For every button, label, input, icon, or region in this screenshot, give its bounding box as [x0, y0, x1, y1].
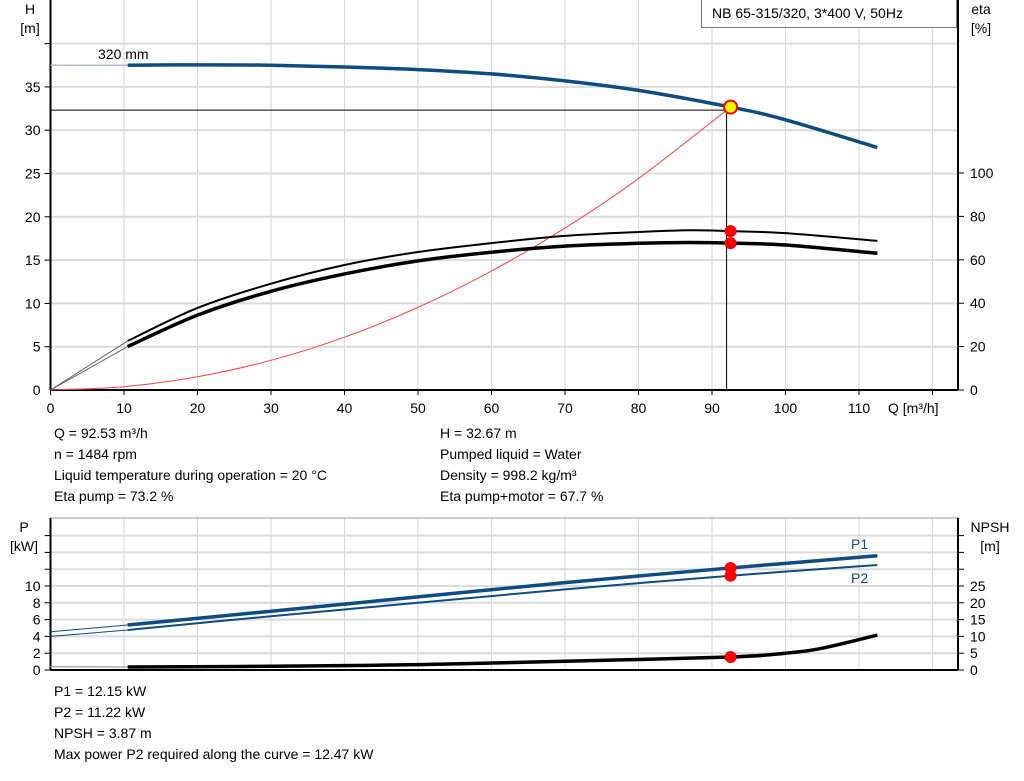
p-tick-label: 0	[33, 662, 41, 678]
info-max-power: Max power P2 required along the curve = …	[54, 746, 374, 762]
npsh-tick-label: 10	[970, 628, 986, 644]
npsh-curve	[127, 633, 878, 669]
y-tick-label-right: 20	[970, 339, 986, 355]
npsh-axis-label: [m]	[980, 538, 999, 554]
info-right: H = 32.67 m Pumped liquid = Water Densit…	[440, 423, 603, 507]
y-tick-label-left: 15	[25, 252, 41, 268]
x-tick-label: 100	[774, 400, 798, 416]
p1-curve	[127, 554, 878, 627]
y-tick-label-left: 5	[33, 339, 41, 355]
info-speed: n = 1484 rpm	[54, 446, 137, 462]
y-tick-label-left: 25	[25, 166, 41, 182]
eta-pump-extension	[50, 340, 128, 391]
info-left: Q = 92.53 m³/h n = 1484 rpm Liquid tempe…	[54, 423, 327, 507]
eta-pump-marker	[724, 225, 737, 238]
x-tick-label: 60	[484, 400, 500, 416]
eta-total-curve	[126, 240, 878, 349]
p2-label: P2	[851, 570, 868, 586]
p-axis-label: [kW]	[10, 538, 38, 554]
system-curve	[50, 106, 731, 391]
y-tick-label-right: 40	[970, 295, 986, 311]
y-tick-label-left: 35	[25, 79, 41, 95]
y-axis-label-left: [m]	[20, 20, 39, 36]
info-p2: P2 = 11.22 kW	[54, 704, 146, 720]
info-eta-total: Eta pump+motor = 67.7 %	[440, 488, 604, 504]
p-tick-label: 8	[33, 595, 41, 611]
y-tick-label-left: 0	[33, 382, 41, 398]
y-tick-label-right: 100	[970, 165, 994, 181]
y-axis-label-right: eta	[971, 1, 991, 17]
y-tick-label-left: 30	[25, 122, 41, 138]
info-temperature: Liquid temperature during operation = 20…	[54, 467, 327, 483]
x-tick-label: 80	[631, 400, 647, 416]
p-tick-label: 10	[25, 578, 41, 594]
x-tick-label: 90	[704, 400, 720, 416]
npsh-tick-label: 15	[970, 612, 986, 628]
p2-marker	[724, 569, 737, 582]
x-tick-label: 110	[848, 400, 871, 416]
x-axis-label: Q [m³/h]	[888, 400, 939, 416]
info-npsh: NPSH = 3.87 m	[54, 725, 152, 741]
x-tick-label: 20	[190, 400, 206, 416]
y-tick-label-right: 80	[970, 208, 986, 224]
eta-total-extension	[50, 346, 128, 391]
npsh-axis-label: NPSH	[971, 519, 1010, 535]
x-tick-label: 40	[337, 400, 353, 416]
p2-extension	[50, 629, 128, 637]
y-axis-label-right: [%]	[971, 20, 991, 36]
info-head: H = 32.67 m	[440, 425, 517, 441]
npsh-tick-label: 0	[970, 662, 978, 678]
x-tick-label: 10	[116, 400, 132, 416]
p2-curve	[127, 564, 878, 632]
y-tick-label-right: 0	[970, 382, 978, 398]
eta-total-marker	[724, 237, 737, 250]
y-tick-label-left: 10	[25, 295, 41, 311]
y-tick-label-left: 20	[25, 209, 41, 225]
head-curve	[127, 63, 878, 150]
npsh-tick-label: 25	[970, 578, 986, 594]
x-tick-label: 70	[557, 400, 573, 416]
info-density: Density = 998.2 kg/m³	[440, 467, 577, 483]
p1-extension	[50, 624, 128, 633]
eta-pump-curve	[127, 229, 878, 342]
npsh-tick-label: 5	[970, 645, 978, 661]
info-eta-pump: Eta pump = 73.2 %	[54, 488, 174, 504]
p-tick-label: 6	[33, 612, 41, 628]
impeller-label: 320 mm	[98, 46, 149, 62]
x-tick-label: 0	[47, 400, 55, 416]
npsh-tick-label: 20	[970, 595, 986, 611]
x-tick-label: 30	[263, 400, 279, 416]
chart-legend: NB 65-315/320, 3*400 V, 50Hz	[701, 0, 957, 28]
duty-point-marker	[723, 99, 739, 115]
p-tick-label: 4	[33, 628, 41, 644]
info-liquid: Pumped liquid = Water	[440, 446, 582, 462]
p-axis-label: P	[19, 519, 28, 535]
x-tick-label: 50	[410, 400, 426, 416]
p-tick-label: 2	[33, 645, 41, 661]
p1-label: P1	[851, 536, 868, 552]
npsh-marker	[724, 650, 737, 663]
info-p1: P1 = 12.15 kW	[54, 683, 147, 699]
info-bottom: P1 = 12.15 kW P2 = 11.22 kW NPSH = 3.87 …	[54, 681, 373, 765]
y-axis-label-left: H	[25, 1, 35, 17]
info-flow: Q = 92.53 m³/h	[54, 425, 148, 441]
y-tick-label-right: 60	[970, 252, 986, 268]
